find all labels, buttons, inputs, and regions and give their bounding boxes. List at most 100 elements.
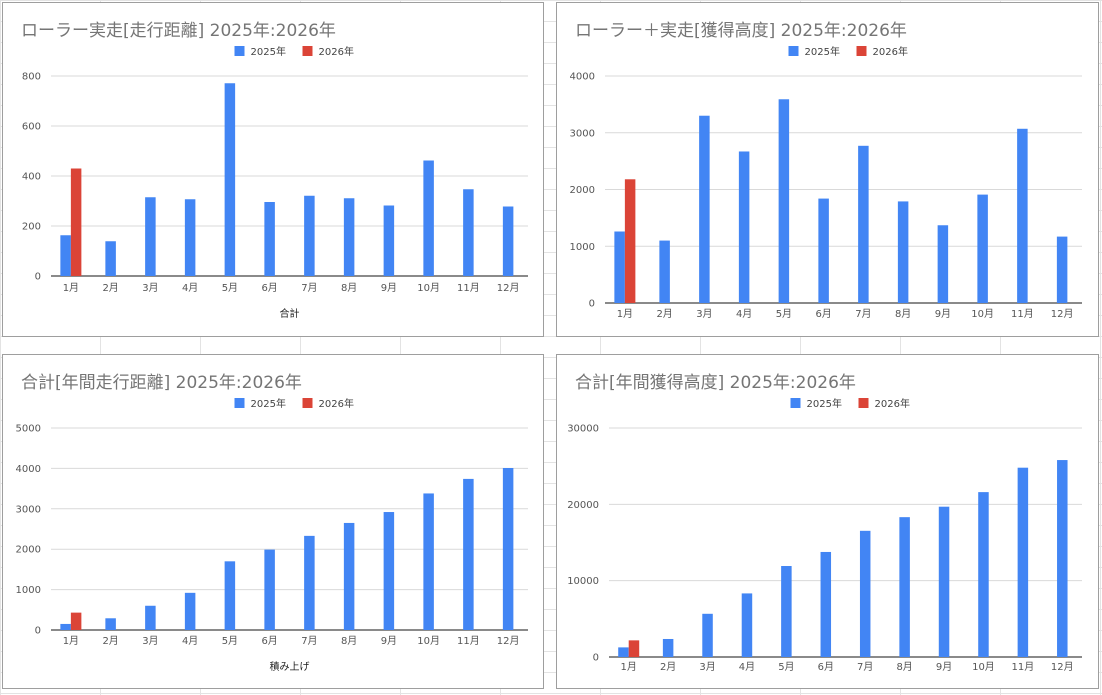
bar[interactable] <box>383 512 395 630</box>
bar[interactable] <box>741 593 753 657</box>
x-tick-label: 1月 <box>621 661 637 673</box>
bar[interactable] <box>105 618 116 630</box>
x-tick-label: 4月 <box>182 282 198 294</box>
bar[interactable] <box>1057 460 1068 657</box>
x-tick-label: 12月 <box>497 282 520 294</box>
legend-entry-0[interactable]: 2025年 <box>234 45 286 58</box>
chart-svg: ローラー＋実走[獲得高度] 2025年:2026年 2025年 2026年 0 1000… <box>570 21 1082 320</box>
x-tick-label: 7月 <box>301 282 317 294</box>
legend-entry-0[interactable]: 2025年 <box>790 397 842 410</box>
x-tick-label: 6月 <box>815 308 831 320</box>
x-tick-label: 3月 <box>142 635 158 647</box>
x-tick-label: 9月 <box>381 635 397 647</box>
legend-swatch <box>856 46 867 56</box>
bar[interactable] <box>60 623 71 630</box>
bar[interactable] <box>70 168 82 277</box>
legend-label: 2025年 <box>251 397 286 410</box>
legend-entry-1[interactable]: 2026年 <box>302 397 354 410</box>
bar[interactable] <box>304 535 315 630</box>
bar[interactable] <box>343 522 355 630</box>
bar[interactable] <box>224 83 236 276</box>
x-tick-label: 2月 <box>102 635 118 647</box>
x-tick-label: 3月 <box>699 661 715 673</box>
bar[interactable] <box>978 492 989 657</box>
chart-panel-annual-elevation[interactable]: 合計[年間獲得高度] 2025年:2026年 2025年 2026年 0 10000 20… <box>556 354 1099 689</box>
legend-swatch <box>302 398 313 408</box>
bar[interactable] <box>343 198 355 276</box>
bar[interactable] <box>304 195 315 276</box>
y-tick-label: 0 <box>35 626 41 637</box>
bar[interactable] <box>699 115 710 303</box>
y-tick-label: 0 <box>593 653 599 664</box>
bar[interactable] <box>1017 128 1028 303</box>
y-tick-label: 200 <box>22 222 41 233</box>
bar[interactable] <box>145 197 156 276</box>
bar[interactable] <box>184 592 196 630</box>
chart-svg: ローラー実走[走行距離] 2025年:2026年 2025年 2026年 0 200 40… <box>21 21 528 320</box>
bar[interactable] <box>145 605 156 630</box>
bar[interactable] <box>463 189 474 276</box>
y-tick-label: 1000 <box>16 585 41 596</box>
bar[interactable] <box>859 530 871 657</box>
bar[interactable] <box>977 194 988 303</box>
chart-svg: 合計[年間走行距離] 2025年:2026年 2025年 2026年 0 1000 200… <box>16 373 528 673</box>
bar[interactable] <box>702 613 713 657</box>
bar[interactable] <box>858 145 869 303</box>
bar[interactable] <box>618 647 629 657</box>
x-tick-label: 3月 <box>142 282 158 294</box>
x-tick-label: 7月 <box>855 308 871 320</box>
bar[interactable] <box>899 517 910 657</box>
bar[interactable] <box>70 612 82 630</box>
x-tick-label: 12月 <box>1051 308 1074 320</box>
x-tick-label: 1月 <box>63 282 79 294</box>
bar[interactable] <box>1056 236 1068 303</box>
bar[interactable] <box>224 561 236 630</box>
x-tick-label: 9月 <box>381 282 397 294</box>
bar[interactable] <box>264 549 275 630</box>
chart-panel-annual-distance[interactable]: 合計[年間走行距離] 2025年:2026年 2025年 2026年 0 1000 200… <box>2 354 544 689</box>
bar[interactable] <box>423 160 434 277</box>
bar[interactable] <box>624 179 636 303</box>
bar[interactable] <box>60 235 71 276</box>
legend-entry-1[interactable]: 2026年 <box>302 45 354 58</box>
bar[interactable] <box>614 231 625 303</box>
bar[interactable] <box>184 199 196 276</box>
y-tick-label: 4000 <box>570 72 595 83</box>
bar[interactable] <box>423 493 434 630</box>
bar[interactable] <box>938 506 950 657</box>
bar[interactable] <box>628 640 640 657</box>
chart-title: ローラー実走[走行距離] 2025年:2026年 <box>21 21 336 41</box>
legend-swatch <box>788 46 799 56</box>
bar[interactable] <box>937 225 949 303</box>
legend-swatch <box>302 46 313 56</box>
bar[interactable] <box>463 478 474 630</box>
chart-panel-roller-elevation[interactable]: ローラー＋実走[獲得高度] 2025年:2026年 2025年 2026年 0 1000… <box>556 2 1099 337</box>
bar[interactable] <box>781 566 792 657</box>
x-tick-label: 8月 <box>341 282 357 294</box>
bar[interactable] <box>818 198 829 303</box>
y-tick-label: 2000 <box>570 185 595 196</box>
legend-entry-1[interactable]: 2026年 <box>856 45 908 58</box>
bar[interactable] <box>662 638 674 657</box>
bar[interactable] <box>820 551 832 657</box>
x-tick-label: 12月 <box>1051 661 1074 673</box>
x-tick-label: 2月 <box>656 308 672 320</box>
bar[interactable] <box>1017 467 1029 657</box>
bar[interactable] <box>738 151 750 303</box>
bar[interactable] <box>264 202 275 276</box>
bar[interactable] <box>897 201 909 303</box>
bar[interactable] <box>778 99 790 303</box>
bar[interactable] <box>502 467 514 630</box>
chart-panel-roller-distance[interactable]: ローラー実走[走行距離] 2025年:2026年 2025年 2026年 0 200 40… <box>2 2 544 337</box>
legend-swatch <box>790 398 801 408</box>
bar[interactable] <box>659 240 670 303</box>
legend-entry-0[interactable]: 2025年 <box>234 397 286 410</box>
bar[interactable] <box>105 241 116 276</box>
legend-entry-0[interactable]: 2025年 <box>788 45 840 58</box>
x-tick-label: 4月 <box>182 635 198 647</box>
x-tick-label: 2月 <box>102 282 118 294</box>
bar[interactable] <box>383 205 395 277</box>
legend-entry-1[interactable]: 2026年 <box>858 397 910 410</box>
x-tick-label: 5月 <box>778 661 794 673</box>
bar[interactable] <box>502 206 514 277</box>
